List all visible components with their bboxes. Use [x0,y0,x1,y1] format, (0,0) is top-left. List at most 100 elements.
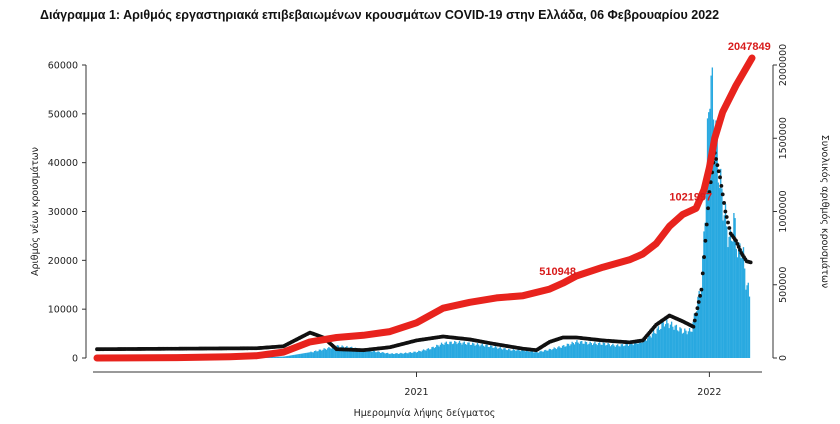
bar [549,349,552,358]
moving-average-point [708,180,713,185]
bar [601,344,603,358]
bar [299,353,301,358]
bar [696,311,698,358]
y-left-tick-label: 30000 [48,207,78,218]
bar [288,355,291,358]
bar [596,345,598,358]
bar [577,342,579,358]
bar [448,344,450,358]
bar [516,350,518,358]
bar [700,288,703,358]
bar [728,236,730,358]
moving-average-point [696,300,701,304]
bar [640,342,643,358]
bar [553,347,555,358]
y-right-tick-label: 0 [778,355,789,361]
bar [669,324,672,358]
bar [346,345,348,358]
bar [644,338,646,358]
bar [746,285,748,358]
bar [309,352,311,358]
bar [575,342,577,358]
bar [402,353,404,358]
bar [527,350,529,358]
bar [464,344,467,358]
bar [280,356,282,358]
bar [498,347,500,358]
bar [517,349,519,358]
bar [279,356,281,358]
bar [438,346,440,358]
bar [287,355,289,358]
bar [524,351,527,358]
bar [673,329,675,358]
y-left-tick-label: 10000 [48,305,78,316]
bar [726,226,728,358]
bar [600,344,602,358]
bar [339,347,341,358]
bar [406,353,408,358]
bar [561,345,564,358]
bar [457,342,459,358]
bar [349,347,352,358]
moving-average-point [698,293,702,298]
moving-average-point [703,238,708,243]
bar [590,343,592,358]
bar [567,343,570,358]
y-left-tick-label: 50000 [48,109,78,120]
bar [565,346,567,358]
bar [722,220,724,358]
bar [617,344,619,358]
bar [525,350,528,358]
bar [329,348,331,358]
moving-average-point [714,157,718,161]
bar [479,346,481,358]
bar [652,330,655,358]
bar [589,341,591,358]
bar [662,322,664,358]
bar [668,328,670,358]
bar [269,357,271,358]
y-right-tick-label: 1500000 [778,117,789,159]
bar [634,341,637,358]
bar [693,313,696,358]
bar [704,222,706,358]
bar [523,350,525,358]
bar [667,323,669,358]
bar [723,215,725,358]
bar [564,346,566,358]
bar [691,331,693,358]
bar [639,340,642,358]
bar [573,344,576,358]
bar [460,342,462,358]
bar [306,352,309,358]
bar [614,346,616,358]
bar [551,350,553,358]
bar [469,344,471,358]
bar [372,350,374,358]
bar [740,258,742,358]
label-layer: 510948 1021997 2047849 [539,41,770,278]
bar [416,351,419,358]
bar [541,351,543,358]
bar [446,343,449,358]
y-axis-left-title: Αριθμός νέων κρουσμάτων [30,147,41,276]
bar [698,290,700,358]
bar [697,296,699,358]
bar [540,350,542,358]
bar [705,178,708,358]
bar [385,353,388,358]
bar [491,346,493,358]
bar [449,341,451,358]
moving-average-point [691,324,696,329]
bar [595,343,597,358]
bar [408,352,410,358]
bar [492,348,494,358]
bar [321,350,323,358]
bar [366,351,368,358]
x-axis-title: Ημερομηνία λήψης δείγματος [354,408,496,419]
bar [542,351,545,358]
bar [388,353,390,358]
bar [364,349,366,358]
bar [606,344,608,358]
